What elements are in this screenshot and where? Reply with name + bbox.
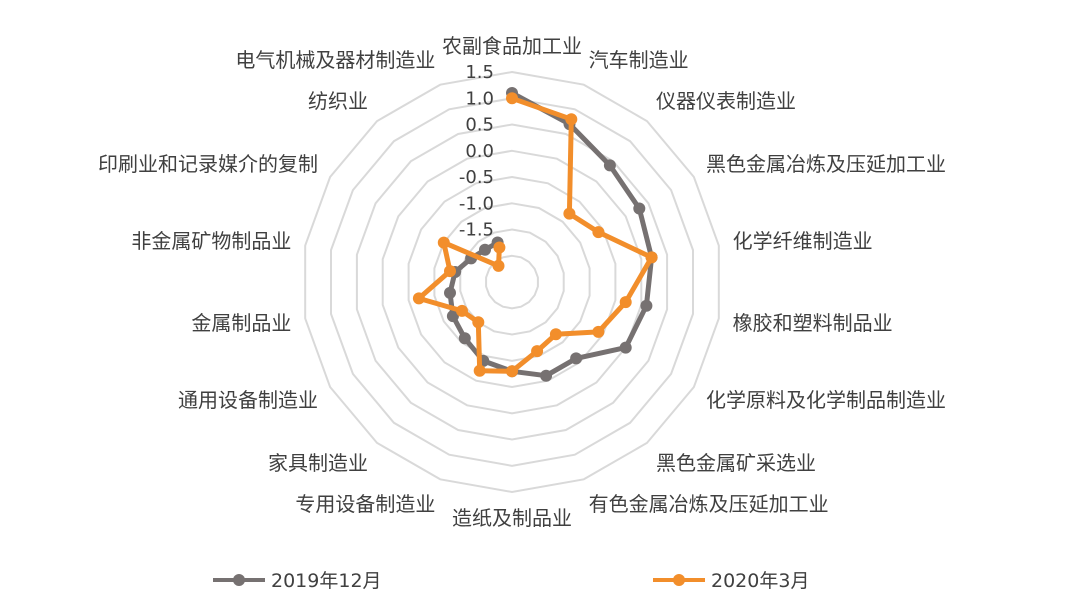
- tick-label: -1.0: [459, 193, 494, 214]
- data-point: [592, 325, 605, 338]
- data-point: [412, 292, 425, 305]
- data-point: [446, 310, 459, 323]
- data-point: [565, 113, 578, 126]
- category-label: 黑色金属冶炼及压延加工业: [706, 152, 946, 176]
- category-label: 汽车制造业: [589, 48, 689, 72]
- category-label: 农副食品加工业: [442, 34, 582, 58]
- grid-ring: [381, 149, 643, 415]
- grid-ring: [304, 70, 720, 494]
- data-point: [563, 207, 576, 220]
- tick-label: 0.0: [465, 141, 494, 162]
- radar-series: [412, 87, 658, 382]
- category-label: 纺织业: [308, 89, 368, 113]
- legend-swatch-marker: [673, 574, 685, 586]
- category-label: 化学纤维制造业: [733, 229, 873, 253]
- data-point: [619, 341, 632, 354]
- legend-label: 2020年3月: [711, 570, 809, 592]
- category-label: 金属制品业: [191, 311, 291, 335]
- data-point: [437, 236, 450, 249]
- radar-grid: [304, 70, 720, 494]
- data-point: [473, 364, 486, 377]
- legend-swatch-marker: [233, 574, 245, 586]
- tick-label: 0.5: [465, 115, 494, 136]
- data-point: [479, 243, 491, 256]
- category-label: 橡胶和塑料制品业: [733, 311, 893, 335]
- legend-item-2019-12: 2019年12月: [213, 570, 382, 592]
- grid-ring: [433, 202, 591, 362]
- category-label: 专用设备制造业: [295, 492, 435, 516]
- category-label: 非金属矿物制品业: [131, 229, 291, 253]
- category-label: 电气机械及器材制造业: [235, 48, 435, 72]
- data-point: [603, 159, 616, 172]
- grid-ring: [485, 254, 539, 310]
- data-point: [640, 299, 653, 312]
- data-point: [444, 286, 456, 299]
- grid-ring: [355, 123, 669, 441]
- category-label: 家具制造业: [268, 451, 368, 475]
- category-label: 有色金属冶炼及压延加工业: [589, 492, 829, 516]
- data-point: [456, 304, 468, 317]
- legend-label: 2019年12月: [271, 570, 382, 592]
- category-label: 黑色金属矿采选业: [656, 451, 816, 475]
- data-point: [633, 202, 646, 215]
- category-label: 仪器仪表制造业: [656, 89, 796, 113]
- data-point: [592, 226, 605, 239]
- category-label: 化学原料及化学制品制造业: [706, 388, 946, 412]
- data-point: [570, 352, 583, 365]
- category-label: 通用设备制造业: [178, 388, 318, 412]
- tick-label: 1.5: [465, 62, 494, 83]
- data-point: [549, 328, 562, 341]
- data-point: [444, 265, 456, 278]
- data-point: [506, 365, 518, 378]
- data-point: [531, 345, 544, 358]
- data-point: [619, 296, 632, 309]
- tick-label: -0.5: [459, 167, 494, 188]
- data-point: [493, 241, 506, 254]
- series-1: [412, 92, 658, 378]
- tick-label: -1.5: [459, 220, 494, 241]
- data-point: [540, 369, 553, 382]
- category-label: 印刷业和记录媒介的复制: [98, 152, 318, 176]
- data-point: [458, 332, 471, 345]
- data-point: [472, 316, 485, 329]
- data-point: [645, 251, 658, 264]
- grid-ring: [330, 97, 694, 467]
- data-point: [492, 259, 505, 272]
- legend-item-2020-03: 2020年3月: [653, 570, 809, 592]
- category-labels: 农副食品加工业汽车制造业仪器仪表制造业黑色金属冶炼及压延加工业化学纤维制造业橡胶…: [98, 34, 946, 530]
- category-label: 造纸及制品业: [452, 506, 572, 530]
- value-axis-ticks: 1.5 1.0 0.5 0.0 -0.5 -1.0 -1.5: [459, 62, 494, 241]
- legend: 2019年12月 2020年3月: [213, 570, 809, 592]
- tick-label: 1.0: [465, 88, 494, 109]
- data-point: [506, 92, 518, 105]
